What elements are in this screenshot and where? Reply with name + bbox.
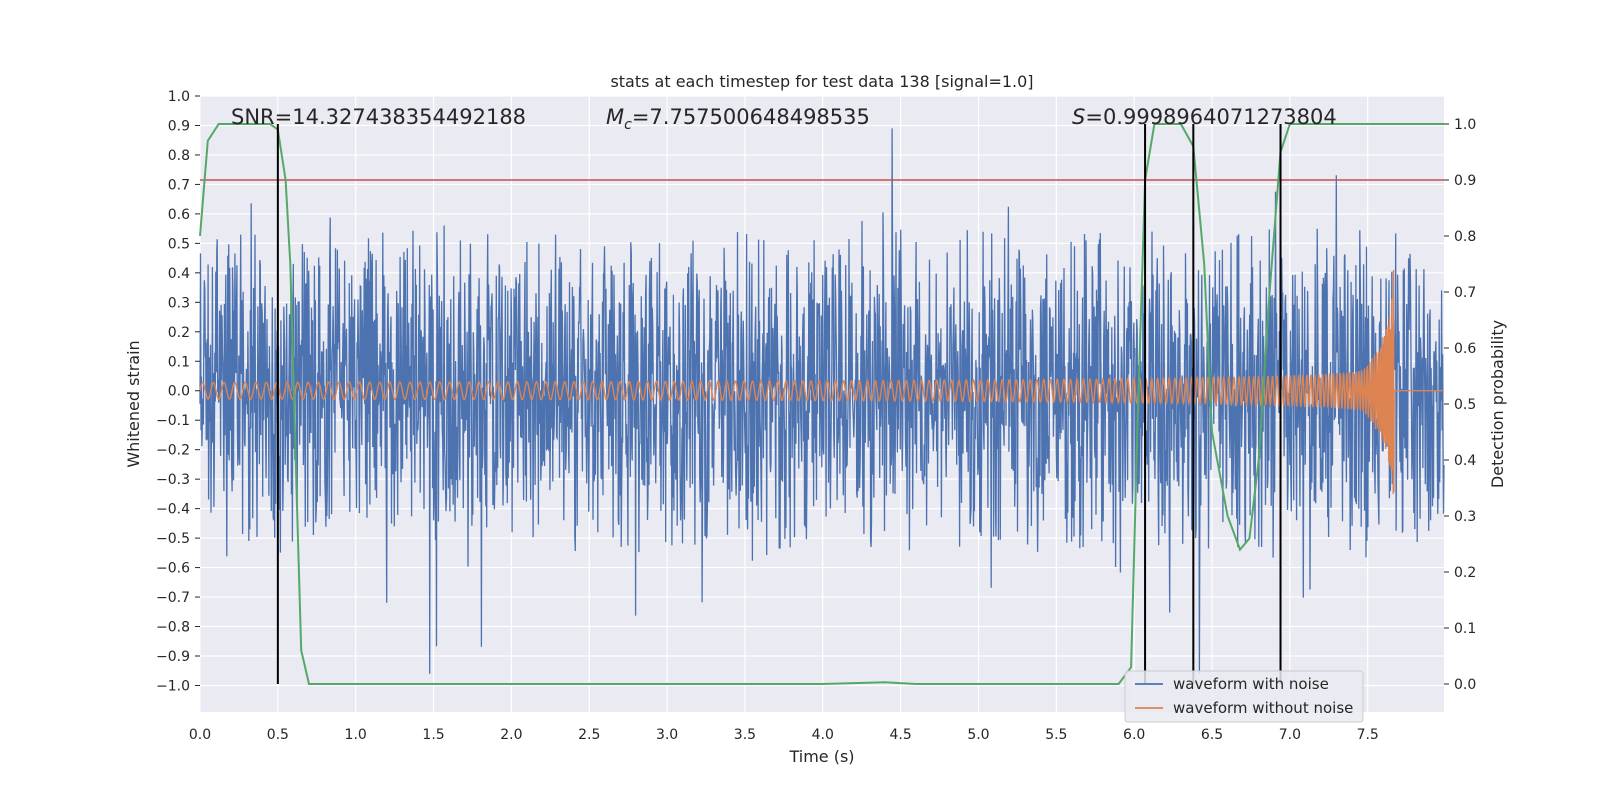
y2-tick-label: 0.8 (1454, 229, 1476, 245)
y-tick-label: −0.5 (156, 531, 190, 547)
y-tick-label: 0.0 (168, 384, 190, 400)
y-axis-label: Whitened strain (124, 340, 143, 467)
x-tick-label: 0.0 (189, 727, 211, 743)
y-tick-label: −0.6 (156, 561, 190, 577)
y-tick-label: 0.7 (168, 177, 190, 193)
y-tick-label: −0.1 (156, 413, 190, 429)
y2-tick-label: 0.6 (1454, 341, 1476, 357)
y2-tick-label: 0.5 (1454, 397, 1476, 413)
x-tick-label: 7.5 (1357, 727, 1379, 743)
axis-ticks: 0.0 0.5 1.0 1.5 2.0 2.5 3.0 3.5 4.0 4.5 5.0 5.5 6.0 6… (156, 89, 1476, 743)
y-tick-label: 0.2 (168, 325, 190, 341)
y-tick-label: −1.0 (156, 678, 190, 694)
chart-title: stats at each timestep for test data 138… (610, 72, 1033, 91)
y2-tick-label: 0.3 (1454, 509, 1476, 525)
x-tick-label: 1.0 (345, 727, 367, 743)
x-tick-label: 4.0 (812, 727, 834, 743)
y-tick-label: 0.4 (168, 266, 190, 282)
y-tick-label: 0.8 (168, 148, 190, 164)
y-tick-label: 0.9 (168, 118, 190, 134)
x-tick-label: 3.5 (734, 727, 756, 743)
series-detection-probability (199, 123, 1444, 685)
y-tick-label: −0.2 (156, 443, 190, 459)
y-tick-label: −0.4 (156, 502, 190, 518)
chirp-mass-subscript: c (624, 117, 632, 133)
series-waveform-with-noise (199, 128, 1445, 674)
x-tick-label: 7.0 (1279, 727, 1301, 743)
y2-tick-label: 0.1 (1454, 621, 1476, 637)
y-tick-label: 0.6 (168, 207, 190, 223)
y2-tick-label: 0.7 (1454, 285, 1476, 301)
x-tick-label: 5.0 (967, 727, 989, 743)
snr-annotation: SNR=14.327438354492188 (231, 105, 526, 129)
y2-tick-label: 0.0 (1454, 677, 1476, 693)
x-tick-label: 0.5 (267, 727, 289, 743)
y2-tick-label: 0.2 (1454, 565, 1476, 581)
y2-tick-label: 0.9 (1454, 173, 1476, 189)
y2-tick-label: 1.0 (1454, 117, 1476, 133)
plot-area (199, 123, 1445, 685)
y-tick-label: −0.8 (156, 620, 190, 636)
legend: waveform with noise waveform without noi… (1124, 670, 1364, 723)
x-tick-label: 6.0 (1123, 727, 1145, 743)
y-tick-label: −0.7 (156, 590, 190, 606)
x-tick-label: 6.5 (1201, 727, 1223, 743)
y-tick-label: 1.0 (168, 89, 190, 105)
statistic-value: =0.9998964071273804 (1085, 105, 1336, 129)
x-tick-label: 1.5 (422, 727, 444, 743)
x-tick-label: 5.5 (1045, 727, 1067, 743)
y-tick-label: −0.9 (156, 649, 190, 665)
chirp-mass-symbol: M (606, 105, 624, 129)
statistic-annotation: S=0.9998964071273804 (1072, 105, 1337, 129)
chirp-mass-annotation: Mc=7.757500648498535 (606, 105, 870, 133)
x-tick-label: 4.5 (889, 727, 911, 743)
chirp-mass-value: =7.757500648498535 (632, 105, 870, 129)
legend-label-clean: waveform without noise (1173, 699, 1353, 717)
series-waveform-without-noise (199, 269, 1444, 494)
y-tick-label: 0.1 (168, 354, 190, 370)
y2-axis-label: Detection probability (1488, 320, 1507, 488)
y-tick-label: 0.3 (168, 295, 190, 311)
y-tick-label: −0.3 (156, 472, 190, 488)
y-tick-label: 0.5 (168, 236, 190, 252)
statistic-symbol: S (1072, 105, 1085, 129)
x-tick-label: 2.5 (578, 727, 600, 743)
legend-box (1124, 670, 1364, 723)
x-tick-label: 3.0 (656, 727, 678, 743)
legend-label-noise: waveform with noise (1173, 675, 1329, 693)
x-axis-label: Time (s) (788, 747, 854, 766)
y2-tick-label: 0.4 (1454, 453, 1476, 469)
x-tick-label: 2.0 (500, 727, 522, 743)
